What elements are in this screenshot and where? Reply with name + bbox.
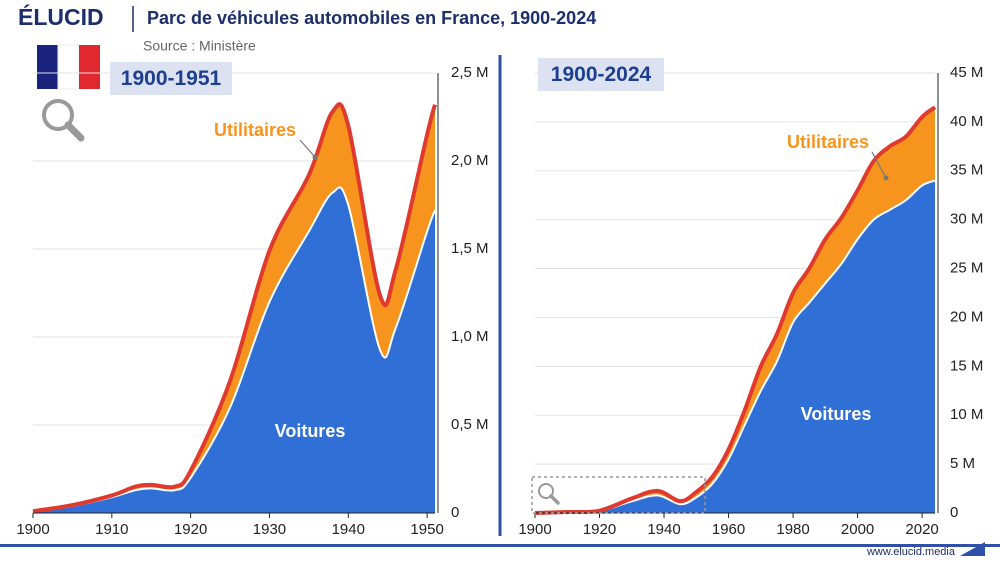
source: Source : Ministère xyxy=(143,38,256,54)
x-tick-label: 1980 xyxy=(776,521,809,538)
leader-line xyxy=(299,139,316,158)
flag-red xyxy=(79,45,100,89)
footer-band xyxy=(0,544,1000,547)
x-tick-label: 1900 xyxy=(16,521,49,538)
series-edge xyxy=(32,186,436,513)
footer-logo xyxy=(960,542,985,556)
footer-url: www.elucid.media xyxy=(866,546,956,558)
series-edge xyxy=(534,179,936,514)
y-tick-label: 2,0 M xyxy=(451,152,489,169)
plot: 0 0,5 M 1,0 M 1,5 M 2,0 M 2,5 M 1900 1910 1920 19… xyxy=(16,62,489,538)
series-label: Voitures xyxy=(275,421,346,441)
panel-title: 1900-1951 xyxy=(121,67,222,90)
y-tick-label: 0 xyxy=(950,504,958,521)
total-line xyxy=(534,105,937,515)
magnifier-handle xyxy=(549,494,560,505)
leader-dot xyxy=(312,154,318,160)
panel-title: 1900-2024 xyxy=(551,63,652,86)
x-tick-label: 1940 xyxy=(647,521,680,538)
series-label: Utilitaires xyxy=(787,132,869,152)
x-tick-label: 1920 xyxy=(174,521,207,538)
plots: 0 0,5 M 1,0 M 1,5 M 2,0 M 2,5 M 1900 1910 1920 19… xyxy=(16,58,983,538)
zoom-box xyxy=(531,476,706,514)
plot: 0 5 M 10 M 15 M 20 M 25 M 30 M 35 M 40 M 45 M 1900… xyxy=(518,58,983,538)
magnifier-handle xyxy=(64,121,85,142)
area xyxy=(535,180,935,514)
page-title: Parc de véhicules automobiles en France,… xyxy=(147,8,596,28)
x-tick-label: 1910 xyxy=(95,521,128,538)
y-tick-label: 0 xyxy=(451,504,459,521)
flag-white xyxy=(57,44,80,90)
y-tick-label: 30 M xyxy=(950,211,983,228)
flag-blue xyxy=(37,45,58,89)
y-tick-label: 1,5 M xyxy=(451,240,489,257)
y-tick-label: 1,0 M xyxy=(451,328,489,345)
x-tick-label: 1930 xyxy=(253,521,286,538)
total-line xyxy=(32,102,437,514)
brand: ÉLUCID xyxy=(18,3,104,30)
magnifier-icon xyxy=(42,99,85,142)
y-tick-label: 15 M xyxy=(950,357,983,374)
flag xyxy=(37,44,100,90)
magnifier-lens xyxy=(538,483,554,499)
panel-label-box xyxy=(110,62,232,95)
area xyxy=(33,187,435,513)
x-tick-label: 2000 xyxy=(841,521,874,538)
y-tick-label: 5 M xyxy=(950,455,975,472)
x-tick-label: 1960 xyxy=(712,521,745,538)
y-tick-label: 10 M xyxy=(950,406,983,423)
series-label: Voitures xyxy=(801,404,872,424)
series-label: Utilitaires xyxy=(214,120,296,140)
magnifier-small xyxy=(538,483,560,505)
x-tick-label: 1920 xyxy=(583,521,616,538)
y-tick-label: 2,5 M xyxy=(451,64,489,81)
y-tick-label: 40 M xyxy=(950,113,983,130)
leader-line xyxy=(871,151,887,179)
y-tick-label: 20 M xyxy=(950,308,983,325)
y-tick-label: 35 M xyxy=(950,162,983,179)
area xyxy=(535,107,935,513)
leader-dot xyxy=(883,175,889,181)
x-tick-label: 1950 xyxy=(410,521,443,538)
y-tick-label: 0,5 M xyxy=(451,416,489,433)
y-tick-label: 45 M xyxy=(950,64,983,81)
magnifier-lens xyxy=(42,99,74,131)
x-tick-label: 1940 xyxy=(332,521,365,538)
panel-label-box xyxy=(538,58,664,91)
y-tick-label: 25 M xyxy=(950,260,983,277)
x-tick-label: 2020 xyxy=(905,521,938,538)
x-tick-label: 1900 xyxy=(518,521,551,538)
